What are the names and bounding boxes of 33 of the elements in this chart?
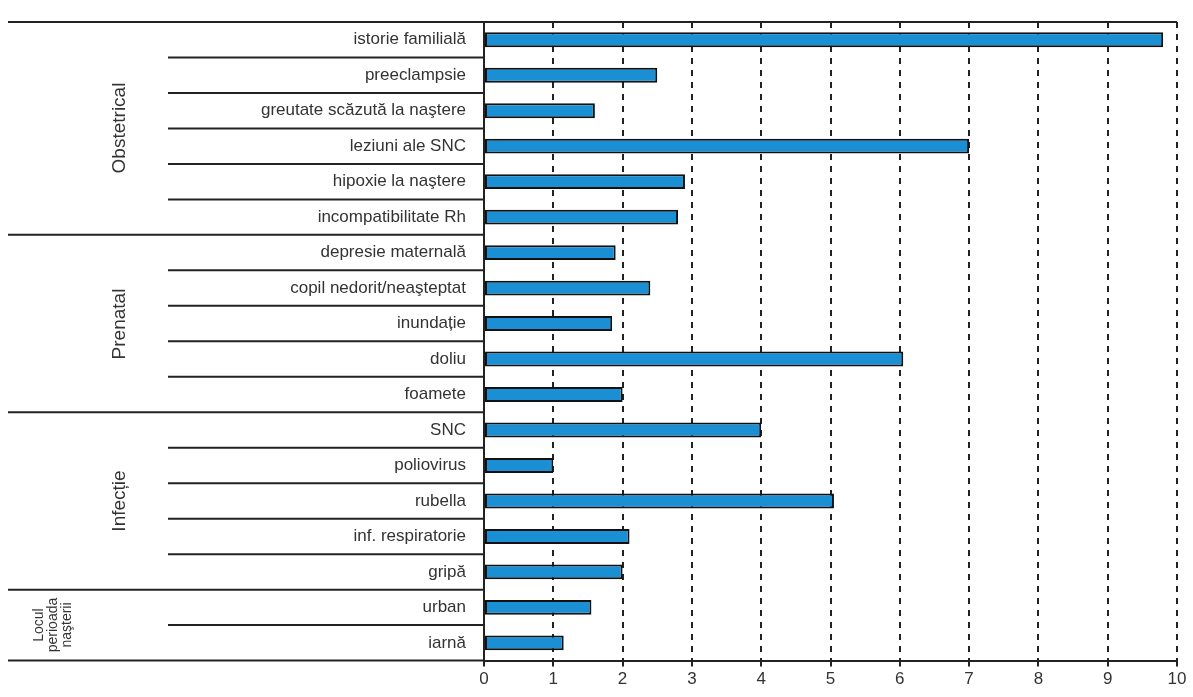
- y-tick-label: SNC: [430, 419, 466, 439]
- text: Locul perioada naşterii: [30, 596, 74, 655]
- x-tick-label: 6: [895, 669, 905, 689]
- y-tick-label: doliu: [430, 348, 466, 368]
- y-tick-label: depresie maternală: [320, 242, 467, 262]
- x-tick-label: 0: [479, 669, 489, 689]
- x-tick-label: 2: [617, 669, 628, 689]
- y-tick-label: rubella: [414, 490, 467, 510]
- x-tick-label: 9: [1102, 669, 1113, 689]
- y-tick-label: inf. respiratorie: [353, 526, 466, 546]
- y-tick-label: leziuni ale SNC: [349, 135, 466, 155]
- x-tick-label: 3: [687, 669, 697, 689]
- x-tick-label: 4: [756, 669, 766, 689]
- x-tick-label: 5: [825, 669, 836, 689]
- x-tick-label: 8: [1033, 669, 1044, 689]
- text: Prenatal: [107, 288, 129, 359]
- y-tick-label: poliovirus: [394, 455, 466, 475]
- y-tick-label: gripă: [428, 561, 467, 581]
- y-tick-label: hipoxie la naştere: [332, 171, 466, 191]
- y-tick-label: greutate scăzută la naştere: [260, 100, 466, 120]
- y-tick-label: inundație: [396, 313, 466, 333]
- y-tick-label: copil nedorit/neaşteptat: [290, 277, 467, 297]
- x-tick-label: 10: [1167, 669, 1187, 689]
- text: Obstetrical: [107, 83, 129, 174]
- y-tick-label: urban: [422, 597, 466, 617]
- x-tick-label: 7: [964, 669, 974, 689]
- y-tick-label: iarnă: [428, 632, 467, 652]
- text: Infecție: [107, 470, 129, 532]
- y-tick-label: preeclampsie: [364, 64, 466, 84]
- x-tick-label: 1: [548, 669, 559, 689]
- y-tick-label: foamete: [404, 384, 466, 404]
- y-tick-label: istorie familială: [353, 29, 467, 49]
- y-tick-label: incompatibilitate Rh: [317, 206, 466, 226]
